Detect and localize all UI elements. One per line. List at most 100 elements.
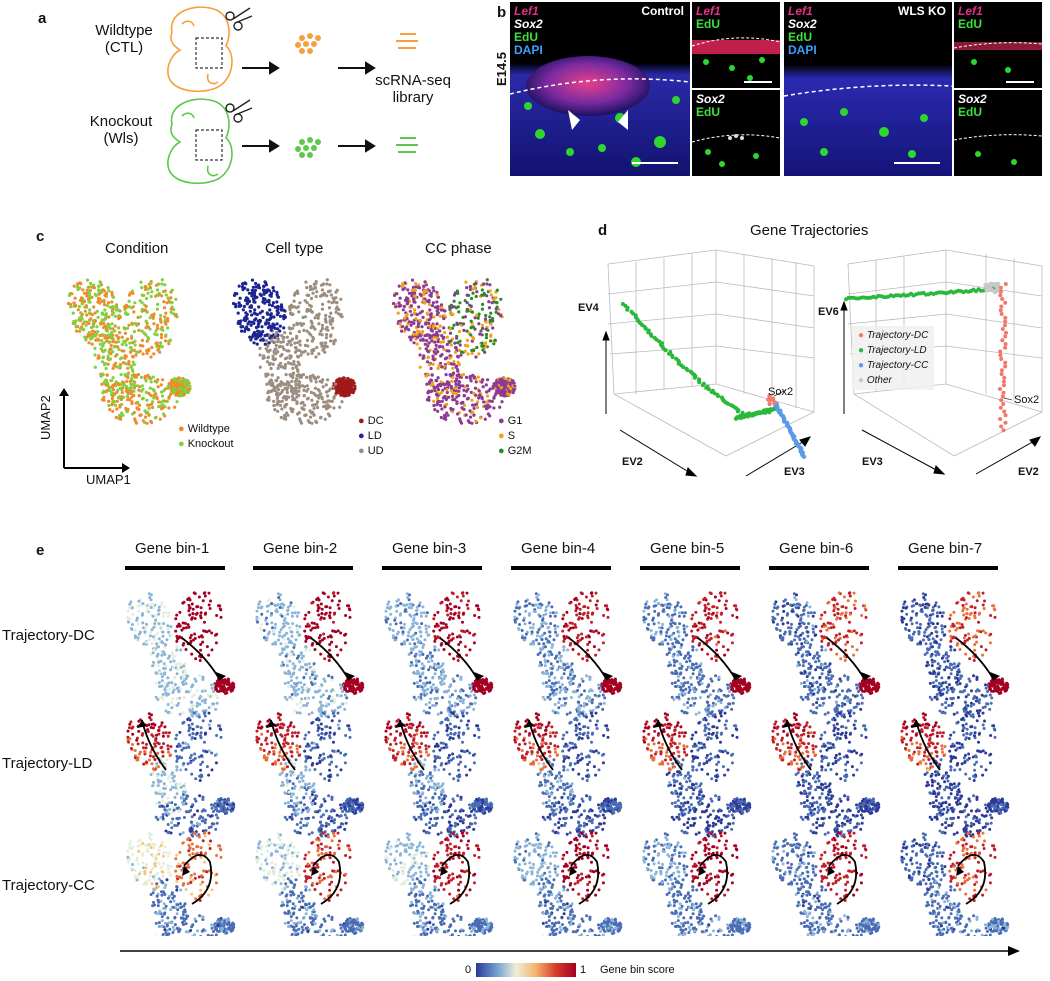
knockout-label: Knockout (Wls) bbox=[89, 113, 153, 147]
arrow-icon bbox=[266, 720, 276, 728]
umap-condition bbox=[66, 278, 192, 425]
gene-bin-umap bbox=[642, 591, 752, 718]
right-ev-vertical: EV6 bbox=[818, 306, 839, 318]
legend-phase: ● G1 ● S ● G2M bbox=[498, 415, 532, 457]
wildtype-library-icon bbox=[396, 33, 418, 49]
left-ev-right: EV3 bbox=[784, 466, 805, 478]
scale-title: Gene bin score bbox=[600, 964, 675, 976]
umap-axes bbox=[59, 388, 130, 473]
color-scale-bar bbox=[476, 963, 576, 977]
ko-inset-lef1: Lef1 EdU bbox=[954, 2, 1042, 88]
gene-bin-umap bbox=[642, 831, 752, 936]
gene-bin-umap bbox=[126, 831, 236, 936]
gene-bin-umap bbox=[900, 831, 1010, 936]
knockout-library-icon bbox=[396, 137, 418, 153]
arrow-icon bbox=[440, 866, 448, 876]
gene-bin-underline bbox=[253, 566, 353, 570]
gene-bin-header: Gene bin-4 bbox=[521, 540, 596, 557]
left-gene-label: Sox2 bbox=[768, 386, 794, 398]
knockout-embryo-icon bbox=[167, 98, 233, 185]
panel-c-letter: c bbox=[36, 228, 45, 245]
right-axis-arrows bbox=[840, 300, 1042, 475]
scissors-icon bbox=[225, 99, 253, 123]
control-micrograph: Lef1 Sox2 EdU DAPI Control bbox=[510, 2, 690, 176]
umap-title-celltype: Cell type bbox=[265, 240, 324, 257]
gene-bin-umap bbox=[771, 711, 881, 838]
gene-bin-umap bbox=[126, 591, 236, 718]
gene-bin-umap bbox=[642, 711, 752, 838]
gene-trajectory-3d-plots bbox=[602, 249, 1043, 477]
panel-e-letter: e bbox=[36, 542, 45, 559]
arrow-icon bbox=[956, 866, 964, 876]
scissors-icon bbox=[225, 7, 253, 31]
gene-bin-header: Gene bin-2 bbox=[263, 540, 338, 557]
left-ev-left: EV2 bbox=[622, 456, 643, 468]
row-label-ld: Trajectory-LD bbox=[2, 755, 93, 772]
panel-b-letter: b bbox=[497, 4, 507, 21]
gene-bin-header: Gene bin-6 bbox=[779, 540, 854, 557]
right-ev-left: EV3 bbox=[862, 456, 883, 468]
arrow-icon bbox=[911, 720, 921, 728]
wildtype-label: Wildtype (CTL) bbox=[95, 22, 153, 56]
gene-trajectories-title: Gene Trajectories bbox=[750, 222, 869, 239]
left-cube-grid bbox=[607, 249, 815, 457]
arrow-icon bbox=[782, 720, 792, 728]
arrow-icon bbox=[827, 866, 835, 876]
gene-bin-umap bbox=[513, 591, 623, 718]
arrow-icon bbox=[698, 866, 706, 876]
umap2-label: UMAP2 bbox=[38, 395, 53, 440]
scale-min-label: 0 bbox=[465, 964, 472, 976]
arrow-icon bbox=[345, 672, 355, 680]
arrow-icon bbox=[524, 720, 534, 728]
gene-bin-umap bbox=[255, 831, 365, 936]
knockout-cells-icon bbox=[295, 137, 321, 158]
gene-bin-umap bbox=[384, 831, 494, 936]
arrow-icon bbox=[242, 61, 376, 75]
gene-bin-umap bbox=[384, 711, 494, 838]
arrow-icon bbox=[990, 672, 1000, 680]
library-label: scRNA-seq library bbox=[375, 72, 451, 106]
gene-bin-header: Gene bin-3 bbox=[392, 540, 467, 557]
left-ev-vertical: EV4 bbox=[578, 302, 599, 314]
umap-panels bbox=[66, 278, 517, 425]
gene-bin-umap bbox=[255, 591, 365, 718]
gene-bin-umap bbox=[255, 711, 365, 838]
arrow-icon bbox=[242, 139, 376, 153]
arrow-icon bbox=[137, 720, 147, 728]
ko-micrograph: Lef1 Sox2 EdU DAPI WLS KO bbox=[784, 2, 952, 176]
umap1-label: UMAP1 bbox=[86, 472, 131, 487]
gene-bin-umap bbox=[126, 711, 236, 838]
gene-bin-umap bbox=[513, 711, 623, 838]
arrow-icon bbox=[861, 672, 871, 680]
arrow-icon bbox=[603, 672, 613, 680]
progression-arrow bbox=[120, 946, 1020, 956]
gene-bin-header: Gene bin-1 bbox=[135, 540, 210, 557]
gene-bin-underline bbox=[769, 566, 869, 570]
row-label-cc: Trajectory-CC bbox=[2, 877, 95, 894]
stage-label: E14.5 bbox=[494, 52, 509, 86]
arrow-icon bbox=[311, 866, 319, 876]
arrowhead-icon bbox=[568, 110, 580, 130]
arrow-icon bbox=[653, 720, 663, 728]
panel-d-letter: d bbox=[598, 222, 608, 239]
gene-bin-umap bbox=[900, 711, 1010, 838]
legend-condition: ● Wildtype ● Knockout bbox=[178, 423, 234, 450]
wildtype-cells-icon bbox=[295, 33, 321, 54]
control-inset-lef1: Lef1 EdU bbox=[692, 2, 780, 88]
umap-title-ccphase: CC phase bbox=[425, 240, 492, 257]
gene-bin-umap bbox=[384, 591, 494, 718]
arrow-icon bbox=[569, 866, 577, 876]
ko-inset-sox2: Sox2 EdU bbox=[954, 90, 1042, 176]
arrow-icon bbox=[474, 672, 484, 680]
right-gene-label: Sox2 bbox=[1014, 394, 1040, 406]
gene-bin-underline bbox=[382, 566, 482, 570]
arrow-icon bbox=[182, 866, 190, 876]
wildtype-embryo-icon bbox=[167, 6, 233, 93]
gene-bin-umap bbox=[513, 831, 623, 936]
gene-bin-umap-grid bbox=[126, 591, 1010, 936]
umap-title-condition: Condition bbox=[105, 240, 169, 257]
gene-bin-underline bbox=[125, 566, 225, 570]
panel-a-letter: a bbox=[38, 10, 47, 27]
panel-a-schematic bbox=[167, 6, 418, 185]
legend-celltype: ● DC ● LD ● UD bbox=[358, 415, 384, 457]
